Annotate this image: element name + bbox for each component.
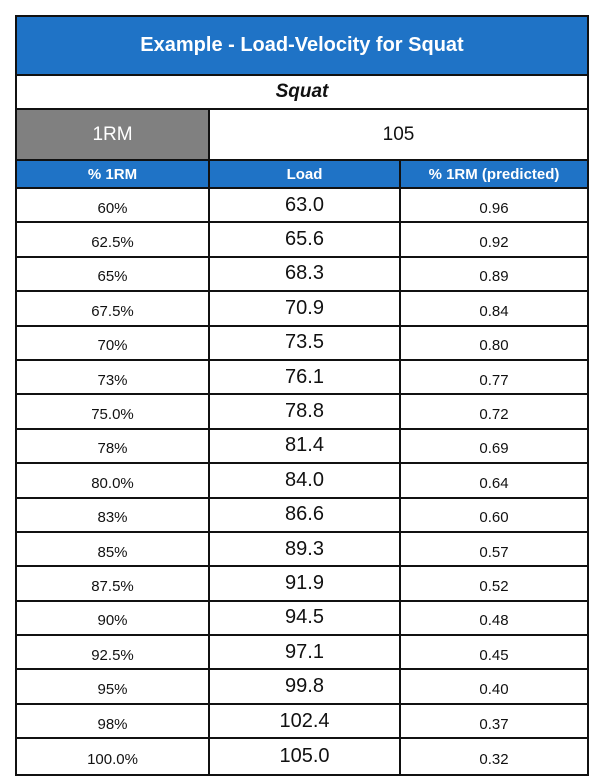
cell-load: 105.0: [210, 739, 401, 774]
table-row: 92.5% 97.1 0.45: [17, 636, 587, 671]
table-row: 95% 99.8 0.40: [17, 670, 587, 705]
table-row: 62.5% 65.6 0.92: [17, 223, 587, 258]
table-row: 83% 86.6 0.60: [17, 498, 587, 533]
cell-pct-1rm: 83%: [17, 498, 210, 531]
table-row: 100.0% 105.0 0.32: [17, 739, 587, 774]
load-velocity-table: Example - Load-Velocity for Squat Squat …: [15, 15, 589, 776]
column-header-pct-1rm: % 1RM: [17, 161, 210, 187]
one-rm-label: 1RM: [17, 110, 210, 159]
table-body: 60% 63.0 0.96 62.5% 65.6 0.92 65% 68.3 0.89 67.5%…: [17, 189, 587, 774]
exercise-name: Squat: [17, 76, 587, 110]
cell-load: 97.1: [210, 636, 401, 669]
cell-pct-1rm: 87.5%: [17, 567, 210, 600]
cell-predicted: 0.57: [479, 543, 509, 561]
cell-load: 63.0: [210, 189, 401, 222]
cell-pct-1rm: 85%: [17, 532, 210, 566]
cell-predicted: 0.52: [479, 577, 509, 595]
cell-load: 81.4: [210, 429, 401, 463]
column-header-predicted: % 1RM (predicted): [428, 165, 560, 183]
cell-pct-1rm: 100.0%: [17, 739, 210, 774]
cell-predicted: 0.37: [479, 715, 509, 733]
column-header-load: Load: [210, 161, 401, 187]
cell-load: 84.0: [210, 464, 401, 497]
table-row: 67.5% 70.9 0.84: [17, 292, 587, 327]
cell-load: 70.9: [210, 292, 401, 325]
cell-pct-1rm: 75.0%: [17, 395, 210, 428]
table-title: Example - Load-Velocity for Squat: [17, 17, 587, 76]
cell-pct-1rm: 73%: [17, 360, 210, 394]
cell-predicted: 0.32: [479, 750, 509, 768]
table-row: 75.0% 78.8 0.72: [17, 395, 587, 430]
cell-load: 65.6: [210, 223, 401, 256]
cell-predicted: 0.89: [479, 268, 509, 286]
table-row: 85% 89.3 0.57: [17, 532, 587, 568]
cell-pct-1rm: 70%: [17, 326, 210, 359]
cell-pct-1rm: 78%: [17, 429, 210, 463]
table-row: 87.5% 91.9 0.52: [17, 567, 587, 602]
table-row: 73% 76.1 0.77: [17, 360, 587, 396]
cell-pct-1rm: 80.0%: [17, 464, 210, 497]
cell-pct-1rm: 92.5%: [17, 636, 210, 669]
one-rm-value[interactable]: 105: [382, 123, 415, 145]
cell-load: 99.8: [210, 670, 401, 703]
cell-load: 73.5: [210, 326, 401, 359]
cell-pct-1rm: 90%: [17, 601, 210, 635]
cell-load: 91.9: [210, 567, 401, 600]
table-row: 98% 102.4 0.37: [17, 704, 587, 740]
cell-load: 86.6: [210, 498, 401, 531]
cell-pct-1rm: 60%: [17, 189, 210, 222]
cell-predicted: 0.60: [479, 509, 509, 527]
table-row: 90% 94.5 0.48: [17, 601, 587, 637]
cell-pct-1rm: 65%: [17, 257, 210, 291]
cell-pct-1rm: 67.5%: [17, 292, 210, 325]
cell-predicted: 0.80: [479, 337, 509, 355]
table-row: 70% 73.5 0.80: [17, 326, 587, 361]
cell-pct-1rm: 95%: [17, 670, 210, 703]
cell-load: 76.1: [210, 360, 401, 394]
cell-pct-1rm: 98%: [17, 704, 210, 738]
cell-predicted: 0.48: [479, 612, 509, 630]
table-row: 78% 81.4 0.69: [17, 429, 587, 465]
column-header-row: % 1RM Load % 1RM (predicted): [17, 161, 587, 189]
cell-pct-1rm: 62.5%: [17, 223, 210, 256]
cell-load: 78.8: [210, 395, 401, 428]
cell-predicted: 0.45: [479, 646, 509, 664]
cell-load: 89.3: [210, 532, 401, 566]
cell-load: 94.5: [210, 601, 401, 635]
cell-predicted: 0.96: [479, 199, 509, 217]
table-row: 80.0% 84.0 0.64: [17, 464, 587, 499]
table-row: 60% 63.0 0.96: [17, 189, 587, 224]
one-rm-row: 1RM 105: [17, 110, 587, 161]
cell-predicted: 0.84: [479, 302, 509, 320]
cell-predicted: 0.69: [479, 440, 509, 458]
cell-predicted: 0.77: [479, 371, 509, 389]
cell-predicted: 0.72: [479, 406, 509, 424]
cell-predicted: 0.92: [479, 234, 509, 252]
cell-predicted: 0.40: [479, 681, 509, 699]
table-row: 65% 68.3 0.89: [17, 257, 587, 293]
cell-load: 102.4: [210, 704, 401, 738]
cell-load: 68.3: [210, 257, 401, 291]
cell-predicted: 0.64: [479, 474, 509, 492]
